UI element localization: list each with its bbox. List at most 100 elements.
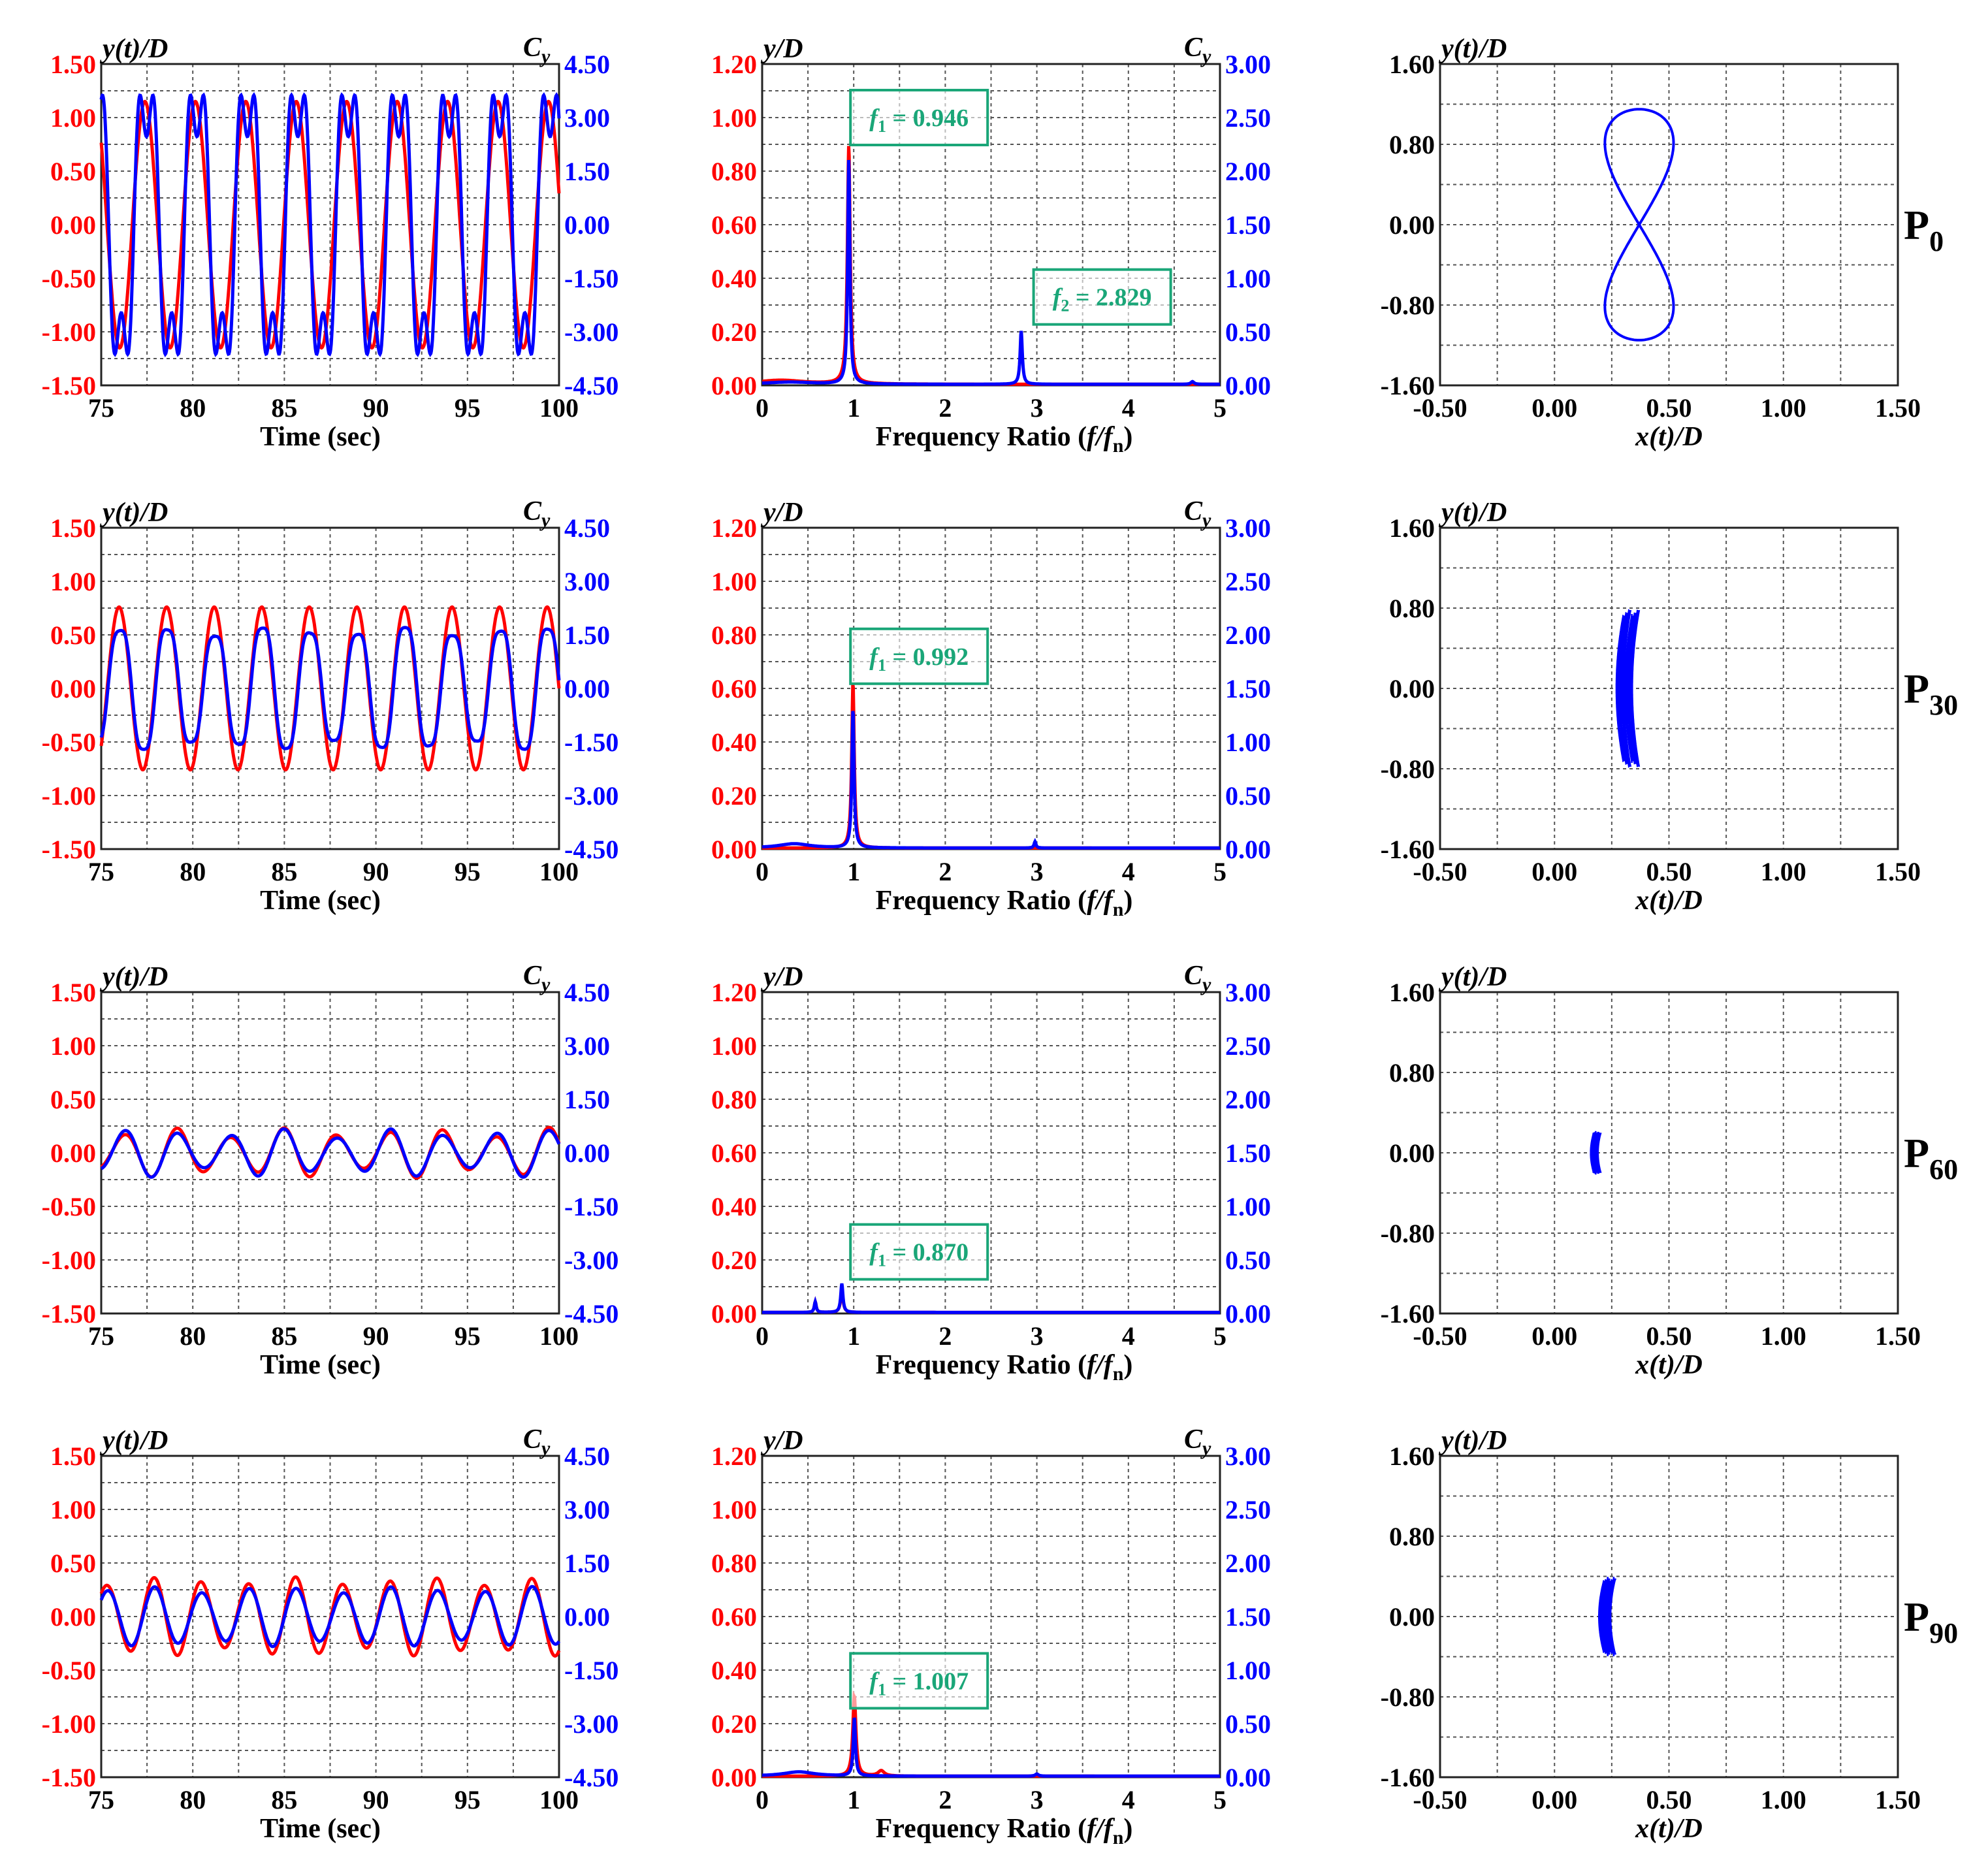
orbit-trajectory [1600,1579,1609,1654]
x-axis-title: Frequency Ratio (f/fn) [876,886,1133,920]
y-tick-label-right: 0.00 [564,1138,610,1168]
orbit-panel-P30: 1.60 0.80 0.00 -0.80 -1.60-0.50 0.00 0.50 1.00 1… [1381,498,1921,916]
x-tick-label: 0.00 [1531,1321,1577,1351]
y-tick-label-right: 2.50 [1225,1495,1271,1524]
y-tick-label: -1.60 [1381,835,1435,864]
x-tick-label: 0.50 [1646,1321,1692,1351]
y-tick-label-right: -1.50 [564,1656,618,1685]
y-tick-label-right: 2.50 [1225,1031,1271,1061]
y-tick-label-left: 0.40 [711,728,757,757]
y-tick-label-right: -4.50 [564,1299,618,1329]
y-tick-label-right: 0.00 [564,674,610,703]
spectrum-panel-P30: 1.20 1.00 0.80 0.60 0.40 0.20 0.00 3.00 2.50 2.00… [711,496,1271,920]
x-tick-label: 85 [271,1321,297,1351]
row-label: P90 [1904,1594,1958,1649]
frequency-annotation-box [849,1223,989,1281]
x-tick-label: 0 [756,393,769,423]
y-tick-label-right: 2.00 [1225,1085,1271,1114]
y-tick-label-right: 3.00 [1225,513,1271,543]
y-tick-label-right: -3.00 [564,1246,618,1275]
y-tick-label-left: 1.00 [711,1495,757,1524]
frequency-annotation-label: f1 = 1.007 [869,1667,969,1699]
y-tick-label-left: 0.00 [711,1763,757,1792]
x-tick-label: 80 [180,393,206,423]
y-axis-title-left: y(t)/D [99,1426,168,1456]
y-tick-label-left: 1.50 [50,978,96,1007]
orbit-panel-P60: 1.60 0.80 0.00 -0.80 -1.60-0.50 0.00 0.50 1.00 1… [1381,962,1921,1380]
y-tick-label: -1.60 [1381,1299,1435,1329]
y-tick-label-left: 0.00 [50,1138,96,1168]
y-tick-label-left: 0.60 [711,1138,757,1168]
y-tick-label-right: 3.00 [1225,50,1271,79]
y-axis-title-right: Cy [1184,961,1211,995]
lift-coefficient-spectrum-line [762,159,1220,386]
y-tick-label-left: 1.20 [711,50,757,79]
y-axis-title-left: y/D [760,34,803,64]
orbit-trajectory [1606,1579,1614,1654]
x-tick-label: 0 [756,1321,769,1351]
orbit-trajectory [1604,1579,1612,1654]
x-axis-title: x(t)/D [1635,886,1703,916]
y-tick-label-left: -1.00 [42,1246,96,1275]
orbit-panel-P90: 1.60 0.80 0.00 -0.80 -1.60-0.50 0.00 0.50 1.00 1… [1381,1426,1921,1844]
y-tick-label: 0.00 [1389,1138,1435,1168]
y-tick-label-left: -1.50 [42,835,96,864]
y-tick-label-right: 3.00 [564,567,610,596]
y-tick-label-right: 3.00 [1225,978,1271,1007]
y-tick-label-left: 0.20 [711,1709,757,1739]
x-tick-label: 1.50 [1875,857,1921,886]
orbit-trajectory [1615,614,1626,763]
y-tick-label: -0.80 [1381,1219,1435,1248]
y-axis-title: y(t)/D [1438,1426,1507,1456]
orbit-trajectory [1602,1577,1611,1656]
x-tick-label: 1.00 [1761,857,1806,886]
y-tick-label-right: 1.00 [1225,264,1271,293]
y-tick-label: -1.60 [1381,1763,1435,1792]
y-tick-label-left: 1.00 [50,1495,96,1524]
x-tick-label: 90 [363,857,389,886]
y-tick-label: 1.60 [1389,50,1435,79]
y-tick-label-right: 2.00 [1225,620,1271,650]
x-tick-label: 4 [1122,393,1135,423]
y-tick-label-right: 0.00 [1225,1299,1271,1329]
y-tick-label-right: 4.50 [564,1441,610,1471]
x-tick-label: 1 [847,393,860,423]
x-tick-label: 95 [455,1321,481,1351]
x-axis-title: Frequency Ratio (f/fn) [876,1814,1133,1848]
x-axis-title: Time (sec) [260,422,381,452]
x-tick-label: 2 [938,393,952,423]
lift-coefficient-series-line [99,626,561,751]
x-tick-label: 85 [271,393,297,423]
x-axis-title: x(t)/D [1635,1350,1703,1380]
plot-frame [1439,526,1899,850]
x-tick-label: 0 [756,857,769,886]
y-tick-label-left: -0.50 [42,264,96,293]
y-tick-label-right: 1.50 [1225,210,1271,240]
y-tick-label-left: 0.80 [711,1085,757,1114]
orbit-trajectory [1621,609,1631,768]
orbit-trajectory [1624,614,1635,763]
y-tick-label: 0.80 [1389,130,1435,159]
y-axis-title-right: Cy [523,961,551,995]
y-tick-label-left: 0.00 [711,835,757,864]
x-tick-label: 90 [363,393,389,423]
plot-frame [1439,1455,1899,1779]
plot-frame [100,1455,560,1779]
y-tick-label: 0.80 [1389,1058,1435,1087]
x-tick-label: -0.50 [1413,857,1467,886]
y-tick-label-left: 0.80 [711,157,757,186]
y-tick-label: 1.60 [1389,513,1435,543]
x-tick-label: 95 [455,857,481,886]
x-tick-label: 5 [1213,393,1226,423]
x-tick-label: 3 [1031,1321,1044,1351]
y-tick-label-left: 0.50 [50,1085,96,1114]
y-tick-label-right: 3.00 [1225,1441,1271,1471]
x-tick-label: 2 [938,857,952,886]
frequency-annotation-box [849,89,989,146]
y-tick-label-right: 1.50 [1225,1138,1271,1168]
x-tick-label: 4 [1122,1785,1135,1814]
plot-frame [1439,991,1899,1315]
x-tick-label: 0.00 [1531,1785,1577,1814]
y-tick-label: 0.80 [1389,1522,1435,1551]
y-tick-label-right: 2.00 [1225,157,1271,186]
